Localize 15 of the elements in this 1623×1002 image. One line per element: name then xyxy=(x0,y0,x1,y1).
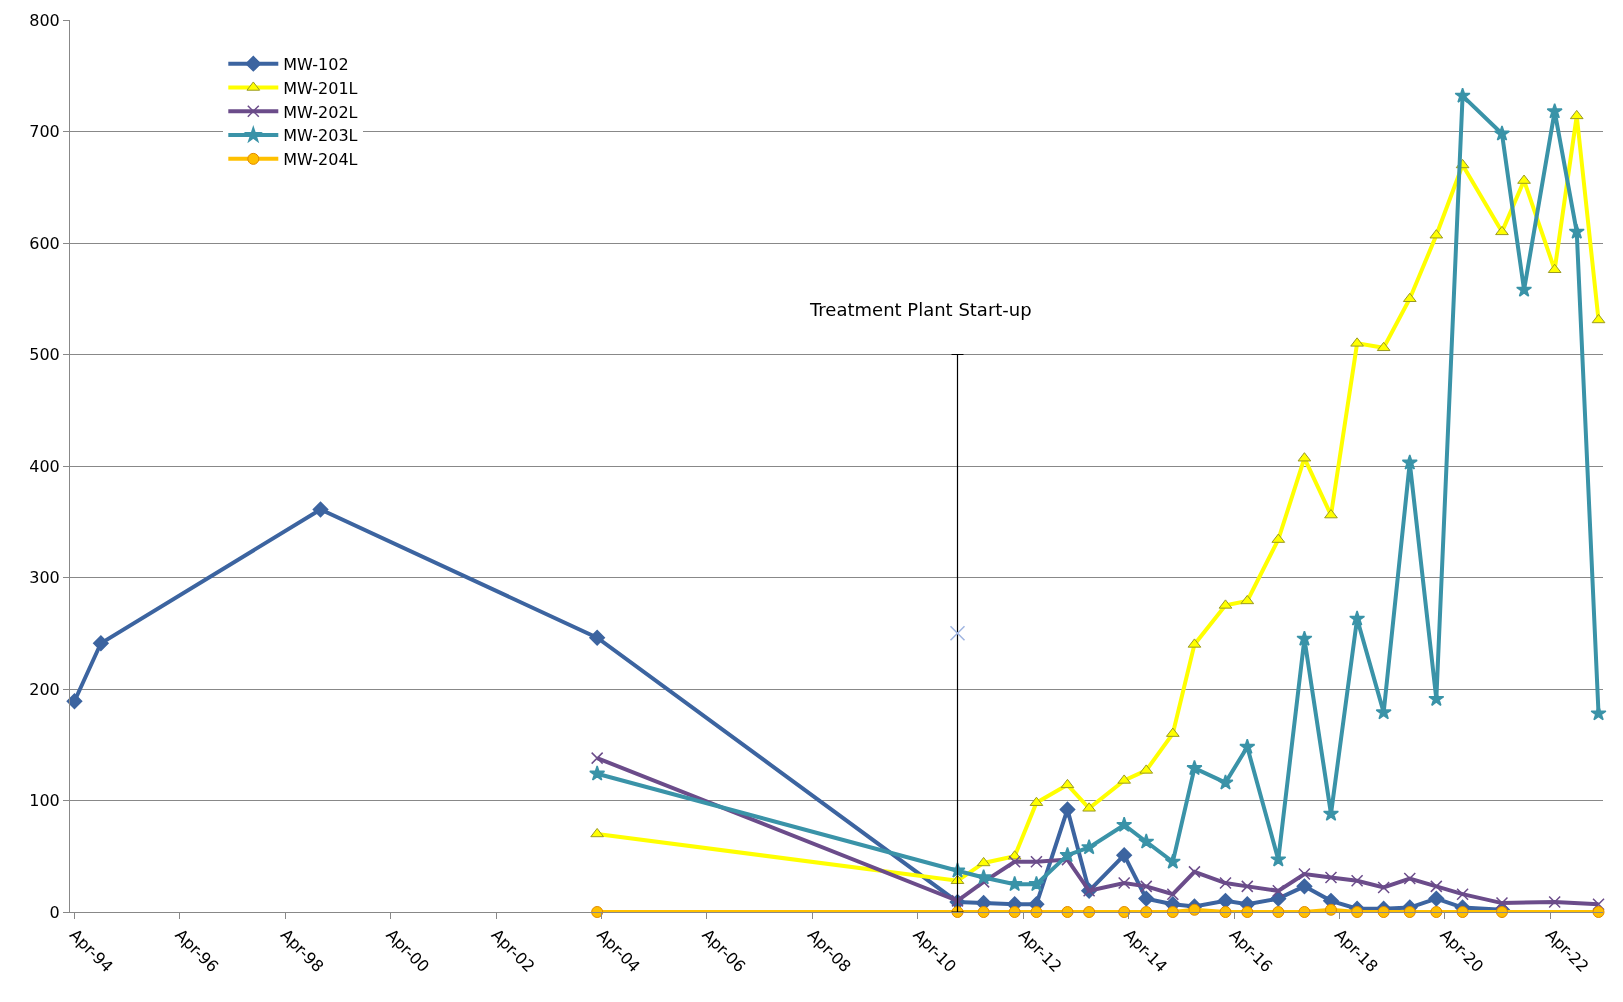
legend-label: MW-204L xyxy=(283,150,358,170)
legend-label: MW-202L xyxy=(283,102,358,122)
annotation: Treatment Plant Start-up xyxy=(809,299,1032,320)
y-tick-label: 300 xyxy=(29,568,60,588)
legend-label: MW-203L xyxy=(283,126,358,146)
y-tick-label: 700 xyxy=(29,122,60,142)
y-tick-label: 200 xyxy=(29,679,60,699)
y-tick-label: 500 xyxy=(29,345,60,365)
y-tick-label: 0 xyxy=(49,902,60,922)
y-tick-label: 800 xyxy=(29,10,60,30)
legend-label: MW-201L xyxy=(283,78,358,98)
y-tick-label: 400 xyxy=(29,456,60,476)
y-tick-label: 100 xyxy=(29,791,60,811)
legend-label: MW-102 xyxy=(283,54,349,74)
y-tick-label: 600 xyxy=(29,233,60,253)
